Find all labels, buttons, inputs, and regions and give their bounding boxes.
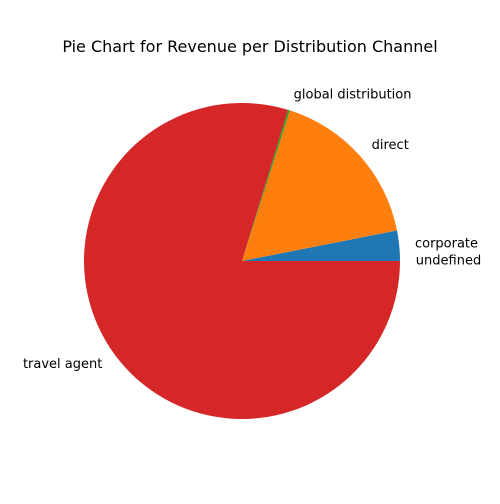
chart-title: Pie Chart for Revenue per Distribution C…	[62, 37, 437, 56]
pie-label-travel-agent: travel agent	[23, 357, 102, 372]
pie-slice-direct	[242, 110, 398, 262]
pie-slices	[83, 103, 400, 420]
pie-label-undefined: undefined	[416, 254, 481, 269]
pie-slice-travel-agent	[83, 103, 400, 420]
pie-label-corporate: corporate	[415, 237, 478, 252]
pie-label-global-distribution: global distribution	[294, 88, 412, 103]
pie-slice-corporate	[242, 230, 400, 261]
pie-labels: corporate direct global distribution travel…	[23, 88, 481, 372]
pie-label-direct: direct	[372, 138, 409, 153]
pie-slice-global-distribution	[242, 109, 290, 261]
